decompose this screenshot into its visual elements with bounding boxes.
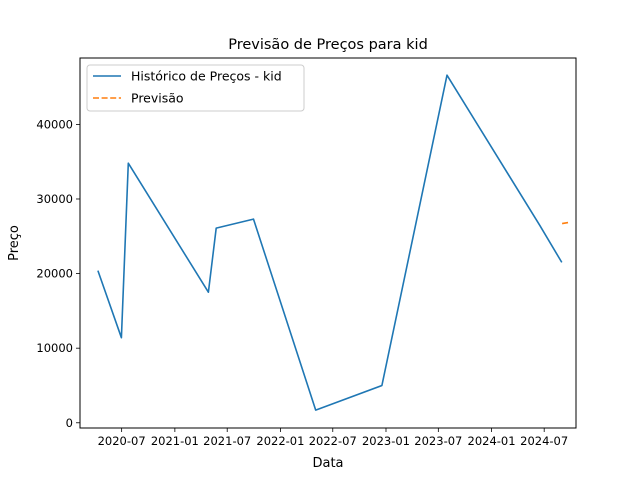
y-tick-label: 30000 <box>36 192 73 206</box>
y-axis: 0 10000 20000 30000 40000 <box>36 117 80 430</box>
x-tick-label: 2022-01 <box>256 434 304 448</box>
y-tick-label: 40000 <box>36 117 73 131</box>
series-layer <box>97 74 571 411</box>
x-axis: 2020-07 2021-01 2021-07 2022-01 2022-07 2023-… <box>98 428 568 448</box>
x-tick-label: 2024-01 <box>468 434 516 448</box>
plot-frame <box>79 57 577 429</box>
legend: Histórico de Preços - kid Previsão <box>86 64 305 112</box>
chart-title: Previsão de Preços para kid <box>228 37 428 53</box>
legend-label-0: Histórico de Preços - kid <box>131 69 282 84</box>
series-line-1 <box>561 221 571 225</box>
y-tick-label: 20000 <box>36 267 73 281</box>
y-tick-label: 10000 <box>36 341 73 355</box>
x-tick-label: 2023-01 <box>362 434 410 448</box>
x-tick-label: 2021-01 <box>151 434 199 448</box>
legend-label-1: Previsão <box>131 91 184 106</box>
y-axis-label: Preço <box>7 225 22 261</box>
x-tick-label: 2021-07 <box>203 434 251 448</box>
legend-box <box>86 64 305 112</box>
x-tick-label: 2023-07 <box>414 434 462 448</box>
x-axis-label: Data <box>312 456 343 471</box>
x-tick-label: 2022-07 <box>309 434 357 448</box>
x-tick-label: 2020-07 <box>98 434 146 448</box>
x-tick-label: 2024-07 <box>520 434 568 448</box>
y-tick-label: 0 <box>66 416 73 430</box>
